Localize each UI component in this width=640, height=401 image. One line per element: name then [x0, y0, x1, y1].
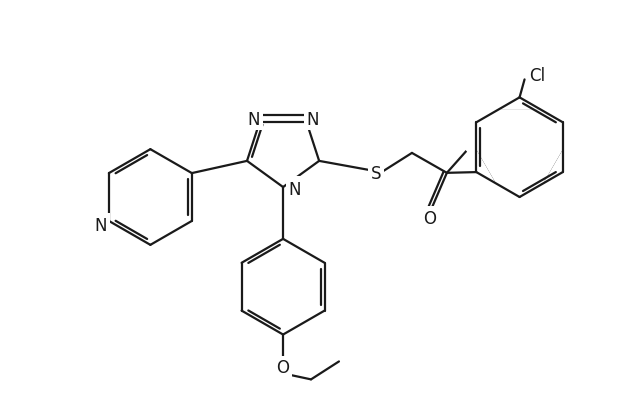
- Text: O: O: [276, 358, 289, 377]
- Text: N: N: [289, 180, 301, 198]
- Text: N: N: [248, 109, 260, 127]
- Text: N: N: [95, 217, 107, 234]
- Text: S: S: [371, 164, 381, 182]
- Text: O: O: [276, 358, 289, 377]
- Text: N: N: [306, 109, 319, 127]
- Text: N: N: [306, 110, 319, 128]
- Text: O: O: [420, 209, 433, 227]
- Text: N: N: [248, 110, 260, 128]
- Text: N: N: [289, 178, 301, 196]
- Text: N: N: [95, 217, 107, 234]
- Text: Cl: Cl: [529, 67, 545, 85]
- Text: S: S: [371, 164, 381, 181]
- Text: O: O: [424, 209, 436, 227]
- Text: Cl: Cl: [529, 67, 545, 85]
